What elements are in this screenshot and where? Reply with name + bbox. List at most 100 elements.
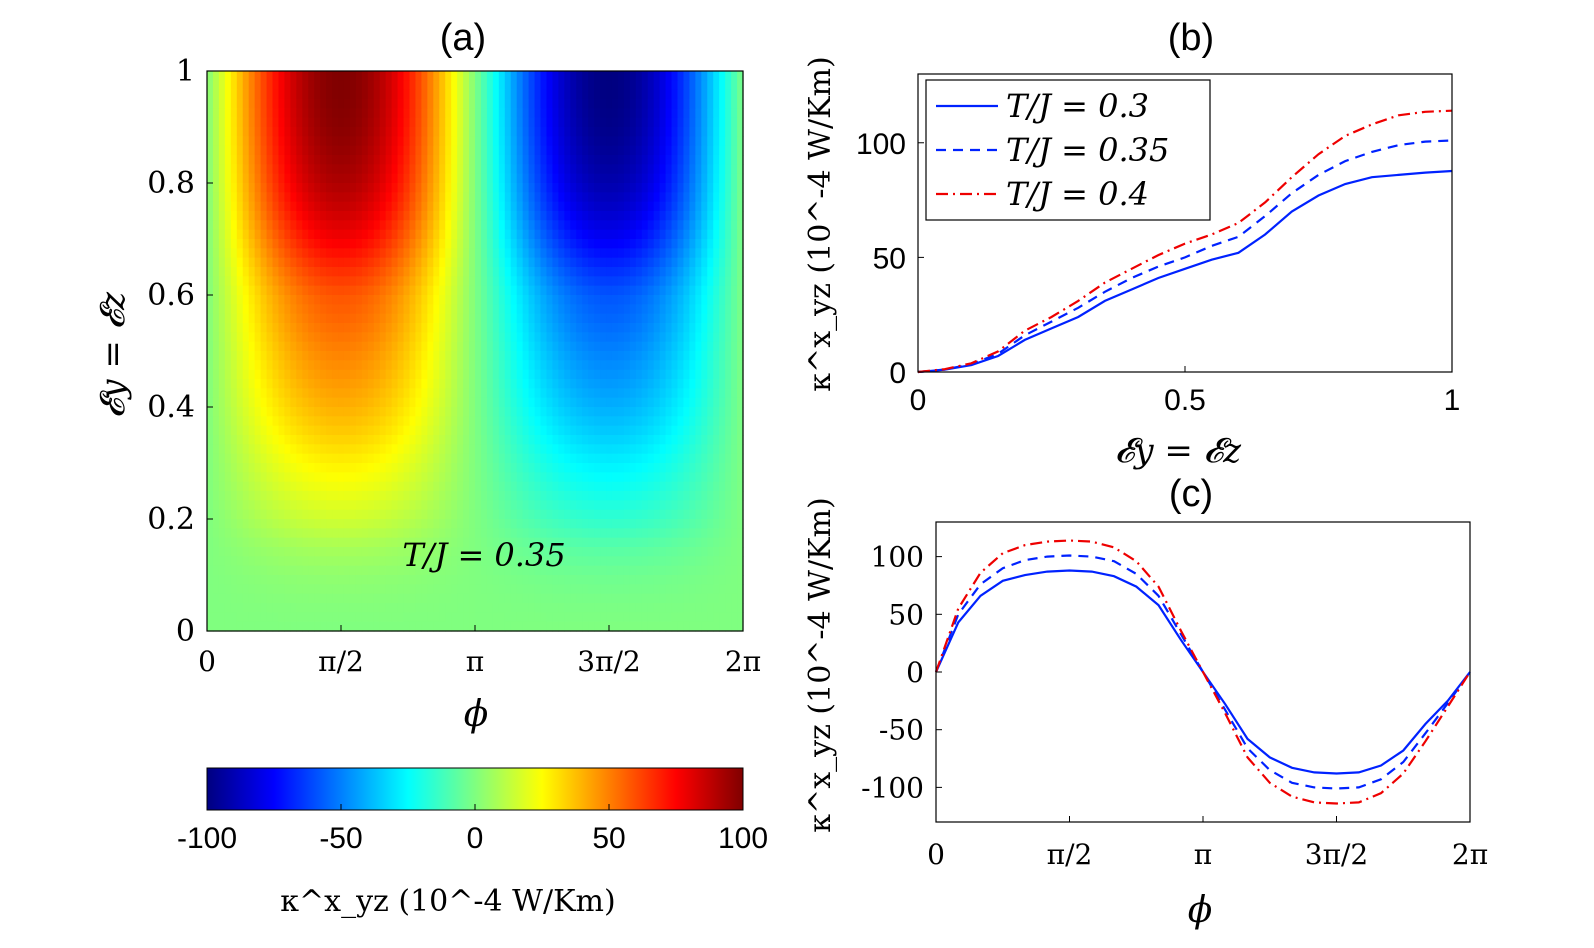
heatmap-cell bbox=[290, 463, 297, 473]
heatmap-cell bbox=[439, 220, 446, 231]
heatmap-cell bbox=[260, 71, 268, 81]
heatmap-cell bbox=[260, 491, 268, 501]
heatmap-cell bbox=[451, 155, 458, 165]
heatmap-cell bbox=[463, 164, 470, 175]
heatmap-cell bbox=[504, 108, 512, 119]
heatmap-cell bbox=[719, 323, 726, 333]
heatmap-cell bbox=[546, 229, 554, 240]
heatmap-cell bbox=[278, 547, 286, 557]
heatmap-cell bbox=[361, 220, 369, 231]
heatmap-cell bbox=[659, 211, 667, 221]
heatmap-cell bbox=[326, 463, 333, 473]
heatmap-cell bbox=[564, 304, 571, 315]
heatmap-cell bbox=[207, 547, 214, 557]
heatmap-cell bbox=[457, 463, 464, 473]
heatmap-cell bbox=[695, 472, 702, 483]
heatmap-cell bbox=[230, 239, 238, 249]
heatmap-cell bbox=[570, 304, 577, 315]
heatmap-cell bbox=[725, 453, 732, 464]
heatmap-cell bbox=[611, 444, 619, 455]
heatmap-cell bbox=[713, 127, 720, 137]
heatmap-cell bbox=[397, 565, 405, 576]
heatmap-cell bbox=[332, 472, 339, 483]
heatmap-cell bbox=[498, 136, 506, 147]
heatmap-cell bbox=[576, 99, 583, 109]
heatmap-cell bbox=[361, 99, 369, 109]
heatmap-cell bbox=[504, 80, 512, 91]
heatmap-cell bbox=[218, 416, 226, 427]
heatmap-cell bbox=[332, 332, 339, 343]
heatmap-cell bbox=[677, 89, 685, 100]
heatmap-cell bbox=[403, 276, 411, 287]
heatmap-cell bbox=[707, 463, 714, 473]
heatmap-cell bbox=[665, 509, 673, 520]
heatmap-cell bbox=[207, 117, 214, 128]
heatmap-cell bbox=[433, 211, 440, 221]
heatmap-cell bbox=[582, 453, 589, 464]
heatmap-cell bbox=[343, 369, 351, 380]
heatmap-cell bbox=[528, 201, 536, 212]
heatmap-cell bbox=[355, 80, 363, 91]
heatmap-cell bbox=[308, 425, 315, 436]
heatmap-cell bbox=[445, 145, 452, 156]
heatmap-cell bbox=[665, 397, 673, 408]
heatmap-cell bbox=[415, 379, 422, 389]
heatmap-cell bbox=[367, 313, 375, 324]
heatmap-cell bbox=[284, 248, 291, 259]
heatmap-cell bbox=[671, 295, 679, 305]
heatmap-cell bbox=[355, 369, 363, 380]
heatmap-cell bbox=[236, 108, 244, 119]
heatmap-cell bbox=[600, 537, 607, 548]
heatmap-cell bbox=[701, 304, 708, 315]
heatmap-cell bbox=[254, 332, 262, 343]
heatmap-cell bbox=[278, 89, 286, 100]
heatmap-cell bbox=[427, 547, 434, 557]
heatmap-cell bbox=[534, 556, 542, 567]
heatmap-cell bbox=[522, 509, 530, 520]
heatmap-cell bbox=[719, 481, 726, 492]
heatmap-cell bbox=[224, 369, 232, 380]
heatmap-cell bbox=[421, 360, 428, 371]
heatmap-cell bbox=[343, 108, 351, 119]
heatmap-cell bbox=[719, 360, 726, 371]
heatmap-cell bbox=[433, 565, 440, 576]
heatmap-cell bbox=[427, 379, 434, 389]
heatmap-cell bbox=[379, 201, 387, 212]
heatmap-cell bbox=[433, 341, 440, 352]
heatmap-cell bbox=[278, 211, 286, 221]
heatmap-cell bbox=[415, 304, 422, 315]
heatmap-cell bbox=[355, 556, 363, 567]
heatmap-cell bbox=[463, 71, 470, 81]
heatmap-cell bbox=[689, 528, 696, 539]
heatmap-cell bbox=[498, 547, 506, 557]
heatmap-cell bbox=[349, 211, 357, 221]
heatmap-cell bbox=[492, 267, 500, 277]
heatmap-cell bbox=[361, 248, 369, 259]
heatmap-cell bbox=[731, 117, 738, 128]
heatmap-cell bbox=[326, 575, 333, 585]
heatmap-cell bbox=[600, 407, 607, 417]
heatmap-cell bbox=[332, 528, 339, 539]
heatmap-cell bbox=[623, 528, 631, 539]
heatmap-cell bbox=[379, 136, 387, 147]
heatmap-cell bbox=[248, 71, 256, 81]
heatmap-cell bbox=[528, 519, 536, 529]
heatmap-cell bbox=[296, 556, 303, 567]
heatmap-cell bbox=[695, 491, 702, 501]
heatmap-cell bbox=[725, 267, 732, 277]
heatmap-cell bbox=[731, 323, 738, 333]
heatmap-cell bbox=[707, 183, 714, 193]
heatmap-cell bbox=[671, 379, 679, 389]
heatmap-cell bbox=[492, 341, 500, 352]
heatmap-cell bbox=[647, 556, 655, 567]
heatmap-cell bbox=[719, 472, 726, 483]
heatmap-cell bbox=[588, 463, 595, 473]
heatmap-cell bbox=[385, 369, 393, 380]
heatmap-cell bbox=[719, 351, 726, 361]
heatmap-cell bbox=[492, 556, 500, 567]
heatmap-cell bbox=[665, 108, 673, 119]
heatmap-cell bbox=[492, 248, 500, 259]
heatmap-cell bbox=[617, 491, 625, 501]
heatmap-cell bbox=[385, 211, 393, 221]
heatmap-cell bbox=[522, 407, 530, 417]
